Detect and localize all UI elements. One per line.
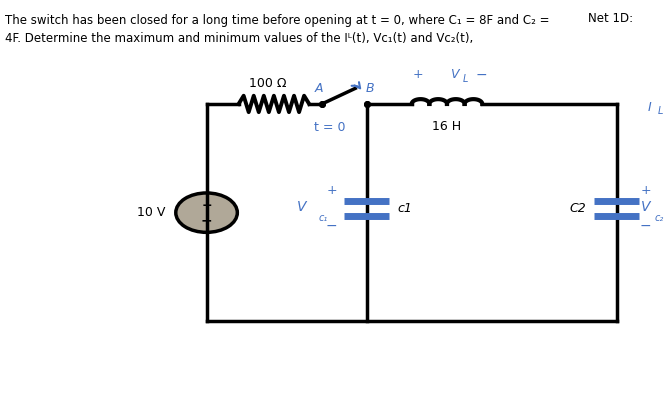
Text: A: A	[315, 82, 323, 95]
Text: V: V	[297, 199, 306, 214]
Text: c₁: c₁	[319, 213, 328, 223]
Text: L: L	[658, 106, 664, 116]
Text: −: −	[325, 219, 338, 233]
Text: −: −	[201, 213, 212, 227]
Text: 16 H: 16 H	[432, 119, 462, 133]
Text: 4F. Determine the maximum and minimum values of the Iᴸ(t), Vᴄ₁(t) and Vᴄ₂(t),: 4F. Determine the maximum and minimum va…	[5, 32, 473, 45]
Text: 100 Ω: 100 Ω	[249, 76, 287, 90]
Text: 10 V: 10 V	[136, 206, 165, 219]
Text: Net 1D:: Net 1D:	[588, 12, 633, 25]
Text: The switch has been closed for a long time before opening at t = 0, where C₁ = 8: The switch has been closed for a long ti…	[5, 14, 549, 27]
Text: L: L	[463, 74, 468, 84]
Text: I: I	[648, 101, 652, 114]
Text: +: +	[326, 184, 337, 197]
Text: +: +	[640, 184, 651, 197]
Text: +: +	[201, 199, 212, 212]
Text: +: +	[413, 69, 423, 81]
Text: −: −	[640, 219, 652, 233]
Text: C2: C2	[570, 202, 586, 215]
Text: c₂: c₂	[654, 213, 664, 223]
Text: B: B	[366, 82, 374, 95]
Text: c1: c1	[398, 202, 413, 215]
Text: t = 0: t = 0	[314, 121, 346, 134]
Text: V: V	[641, 199, 651, 214]
Text: V: V	[450, 69, 459, 81]
Circle shape	[176, 193, 238, 233]
Text: −: −	[476, 67, 487, 81]
